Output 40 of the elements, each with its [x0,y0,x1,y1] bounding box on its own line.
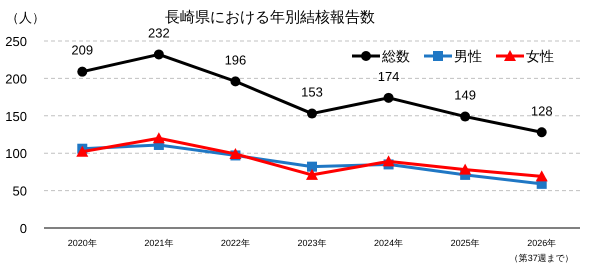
data-label: 153 [301,84,323,100]
data-label: 128 [530,103,553,118]
point [460,112,470,122]
x-tick-label: 2023年 [297,238,327,248]
point [384,92,394,103]
point [307,162,317,172]
point [382,155,395,166]
point [306,168,318,180]
data-label: 196 [224,52,246,68]
data-label: 149 [454,88,476,103]
point [152,132,165,144]
data-label: 209 [71,42,94,58]
point [307,108,317,119]
x-tick-label: 2020年 [68,238,97,248]
y-tick-label: 250 [5,34,27,49]
y-tick-label: 150 [5,108,27,124]
point [459,164,472,175]
point [536,170,548,182]
legend-label: 男性 [454,48,482,64]
y-tick-label: 0 [20,221,27,236]
data-label: 232 [148,25,170,40]
legend-label: 女性 [526,48,554,64]
y-tick-label: 50 [12,184,27,199]
point [536,127,547,138]
point [154,49,164,60]
y-tick-label: 200 [5,71,27,86]
chart-title: 長崎県における年別結核報告数 [165,9,375,26]
point [230,76,240,86]
x-tick-label: 2026年（第37週まで） [510,238,574,263]
point [76,146,88,157]
x-tick-label: 2024年 [374,238,404,248]
x-tick-label: 2021年 [144,238,174,248]
point [229,148,242,159]
x-tick-label: 2025年 [450,238,480,248]
y-axis-title: （人） [6,10,45,25]
legend-label: 総数 [381,48,410,64]
y-tick-label: 100 [5,146,27,162]
x-tick-label: 2022年 [220,238,250,248]
data-label: 174 [378,68,400,84]
point [77,66,88,77]
